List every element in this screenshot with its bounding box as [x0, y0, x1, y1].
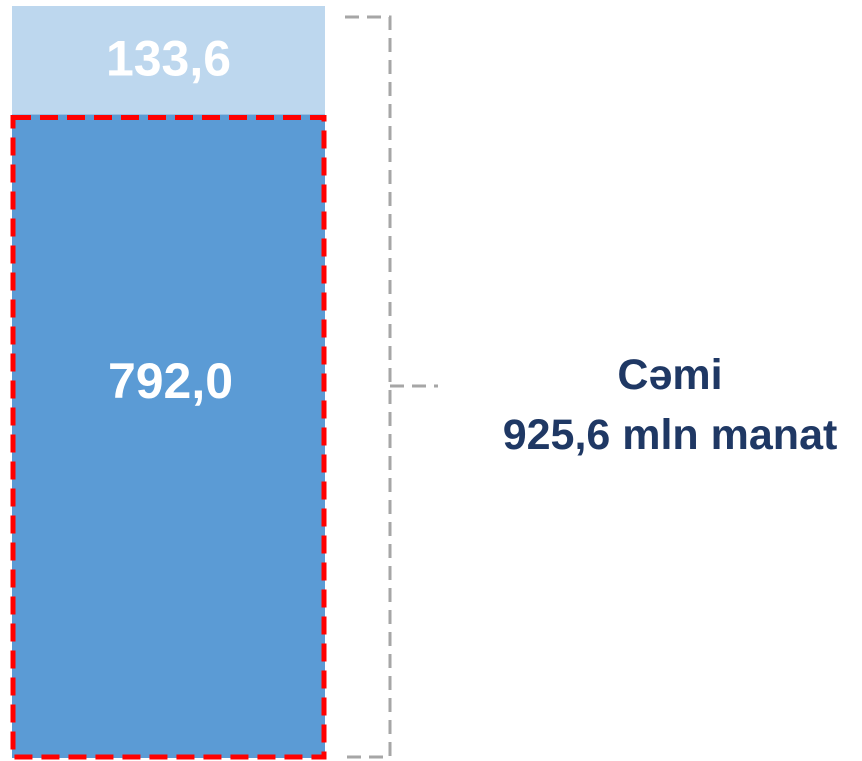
highlight-outline	[10, 115, 327, 760]
total-value: 925,6 mln manat	[502, 411, 838, 459]
bars-layer	[10, 6, 327, 760]
total-bracket	[345, 15, 438, 759]
data-label-1: 133,6	[106, 30, 231, 86]
bar-segment-0	[12, 114, 325, 758]
data-label-0: 792,0	[108, 353, 233, 409]
total-label: Cəmi 925,6 mln manat	[480, 345, 860, 465]
total-title: Cəmi	[617, 351, 723, 399]
bar-segment-1	[12, 6, 325, 115]
bracket-line	[345, 15, 392, 759]
labels-layer: 792,0 133,6	[106, 30, 233, 409]
